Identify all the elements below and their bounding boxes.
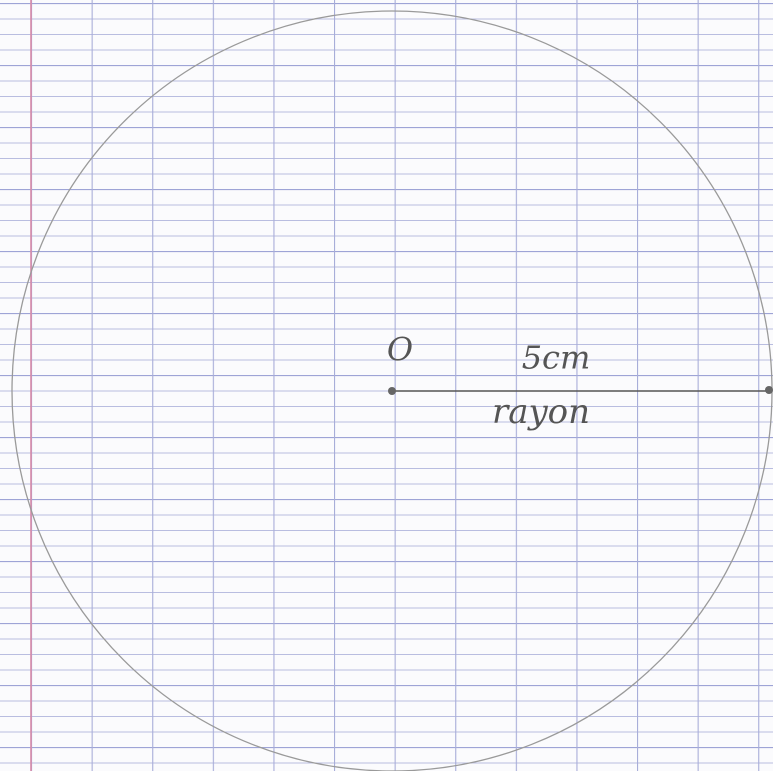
radius-label: rayon	[492, 392, 590, 432]
page: O 5cm rayon (() => { const data = JSON.p…	[0, 0, 773, 771]
end-point	[765, 386, 773, 394]
vertical-lines	[0, 0, 773, 771]
center-point	[388, 387, 396, 395]
center-label: O	[387, 331, 413, 369]
notebook-page: O 5cm rayon	[0, 0, 773, 771]
length-label: 5cm	[522, 339, 591, 377]
